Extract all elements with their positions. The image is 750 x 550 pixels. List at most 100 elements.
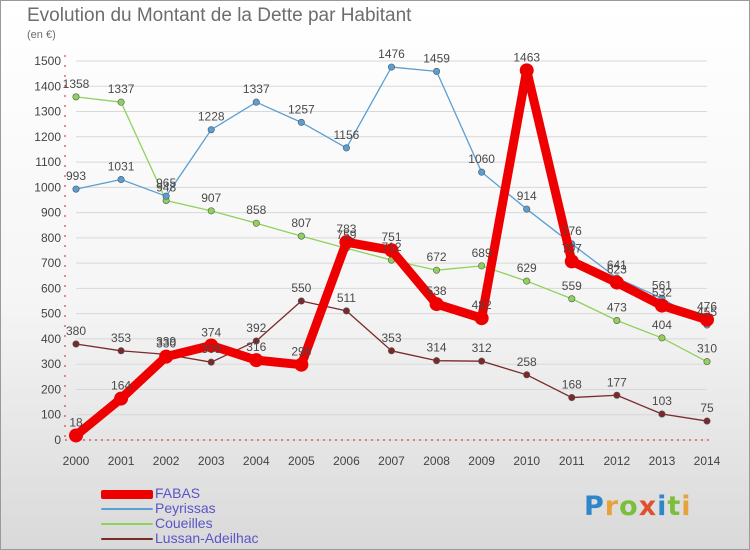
x-tick-label: 2004: [243, 454, 270, 468]
data-point: [568, 295, 576, 303]
data-label: 392: [246, 321, 266, 335]
data-label: 538: [427, 284, 447, 298]
y-tick-label: 800: [41, 231, 61, 245]
y-tick-label: 600: [41, 281, 61, 295]
data-label: 776: [562, 224, 582, 238]
data-point: [207, 358, 215, 366]
data-point: [433, 357, 441, 365]
y-tick-label: 300: [41, 357, 61, 371]
x-tick-label: 2005: [288, 454, 315, 468]
data-label: 1031: [108, 160, 135, 174]
data-label: 18: [69, 415, 83, 429]
data-label: 993: [66, 169, 86, 183]
data-point: [658, 334, 666, 342]
data-point: [478, 357, 486, 365]
y-tick-label: 0: [54, 433, 61, 447]
data-label: 1228: [198, 110, 225, 124]
y-tick-label: 900: [41, 206, 61, 220]
data-point: [297, 118, 305, 126]
data-label: 1337: [243, 82, 270, 96]
data-label: 455: [697, 305, 717, 319]
x-tick-label: 2013: [649, 454, 676, 468]
y-tick-label: 400: [41, 332, 61, 346]
data-point: [654, 298, 669, 313]
data-label: 1459: [423, 51, 450, 65]
data-point: [339, 235, 354, 250]
x-tick-label: 2002: [153, 454, 180, 468]
y-tick-label: 100: [41, 408, 61, 422]
data-point: [117, 98, 125, 106]
data-point: [297, 297, 305, 305]
data-point: [204, 338, 219, 353]
y-tick-label: 500: [41, 307, 61, 321]
data-label: 511: [337, 291, 356, 305]
legend-label: Lussan-Adeilhac: [155, 530, 259, 546]
data-point: [523, 205, 531, 213]
data-label: 75: [700, 401, 714, 415]
x-tick-label: 2008: [423, 454, 450, 468]
data-point: [252, 337, 260, 345]
unit-label: (en €): [27, 29, 56, 41]
x-tick-label: 2014: [694, 454, 721, 468]
data-point: [114, 391, 129, 406]
data-label: 374: [201, 326, 221, 340]
data-label: 476: [697, 300, 717, 314]
legend-label: Coueilles: [155, 515, 213, 531]
data-label: 783: [336, 222, 356, 236]
data-label: 689: [472, 246, 492, 260]
y-tick-label: 1300: [34, 105, 61, 119]
y-tick-label: 700: [41, 256, 61, 270]
data-point: [523, 371, 531, 379]
chart-title: Evolution du Montant de la Dette par Hab…: [27, 5, 412, 26]
data-point: [159, 349, 174, 364]
data-point: [433, 67, 441, 75]
data-label: 807: [291, 216, 311, 230]
data-point: [613, 316, 621, 324]
data-point: [519, 63, 534, 78]
data-label: 948: [156, 180, 176, 194]
data-label: 339: [156, 334, 176, 348]
legend-swatch: [101, 508, 153, 510]
series-fabas: [69, 63, 714, 443]
data-label: 907: [201, 191, 221, 205]
data-point: [72, 185, 80, 193]
legend-label: FABAS: [155, 485, 201, 501]
data-label: 482: [472, 298, 492, 312]
data-point: [294, 357, 309, 372]
data-label: 330: [156, 337, 176, 351]
data-label: 712: [381, 240, 401, 254]
data-point: [117, 347, 125, 355]
data-point: [249, 353, 264, 368]
data-label: 1463: [513, 50, 540, 64]
data-label: 473: [607, 300, 627, 314]
data-point: [700, 312, 714, 327]
data-point: [69, 428, 83, 443]
data-label: 168: [562, 378, 582, 392]
data-point: [568, 394, 576, 402]
x-tick-label: 2007: [378, 454, 405, 468]
data-point: [342, 144, 350, 152]
data-label: 298: [291, 345, 311, 359]
data-point: [474, 311, 489, 326]
data-label: 858: [246, 203, 266, 217]
data-label: 316: [246, 340, 266, 354]
data-label: 550: [291, 281, 311, 295]
data-point: [117, 176, 125, 184]
data-point: [658, 410, 666, 418]
y-tick-label: 1100: [35, 155, 61, 169]
x-tick-label: 2010: [513, 454, 540, 468]
data-label: 258: [517, 355, 537, 369]
data-label: 310: [697, 342, 717, 356]
data-point: [523, 277, 531, 285]
x-tick-label: 2011: [559, 454, 585, 468]
data-point: [613, 391, 621, 399]
data-point: [433, 266, 441, 274]
data-label: 707: [562, 241, 582, 255]
data-point: [564, 254, 579, 269]
y-tick-label: 1200: [34, 130, 61, 144]
data-label: 103: [652, 394, 672, 408]
data-label: 312: [472, 341, 492, 355]
data-point: [478, 168, 486, 176]
